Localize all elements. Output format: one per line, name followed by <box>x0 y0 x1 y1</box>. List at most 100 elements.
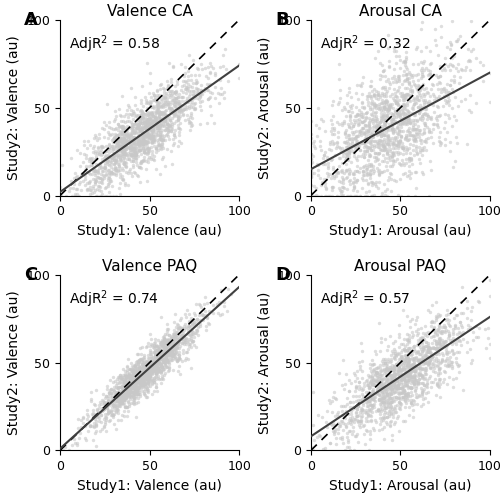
Point <box>161 338 169 346</box>
Point <box>406 140 414 148</box>
Point <box>409 356 417 364</box>
Point <box>380 406 388 414</box>
Point <box>373 92 381 99</box>
Point <box>174 116 182 124</box>
Point <box>138 374 146 382</box>
Point <box>162 348 170 356</box>
Point <box>155 354 163 362</box>
Point <box>124 181 132 189</box>
Point <box>158 131 166 139</box>
Point <box>437 34 445 42</box>
Point <box>340 146 348 153</box>
Point <box>199 316 207 324</box>
Point <box>406 362 414 370</box>
Point <box>391 349 399 357</box>
Point <box>152 369 160 377</box>
Point <box>438 22 446 30</box>
Point <box>188 95 196 102</box>
Point <box>130 137 138 145</box>
Point <box>153 87 161 95</box>
Point <box>372 101 380 109</box>
Point <box>173 357 181 365</box>
Point <box>427 352 435 360</box>
Point <box>158 136 166 144</box>
X-axis label: Study1: Valence (au): Study1: Valence (au) <box>77 224 222 238</box>
Point <box>407 398 415 406</box>
Point <box>144 117 152 125</box>
Point <box>153 122 161 130</box>
Point <box>96 174 104 182</box>
Point <box>169 353 177 361</box>
Point <box>163 330 171 338</box>
Point <box>157 109 165 117</box>
Point <box>157 95 165 103</box>
Point <box>368 408 376 416</box>
Point <box>370 144 378 151</box>
Point <box>404 383 412 391</box>
Point <box>138 131 146 139</box>
Point <box>102 403 110 411</box>
Point <box>454 362 462 370</box>
Point <box>366 378 374 386</box>
Point <box>335 162 343 170</box>
Point <box>190 309 198 317</box>
Point <box>380 126 388 134</box>
Point <box>150 357 158 365</box>
Point <box>114 397 122 405</box>
Point <box>344 439 351 446</box>
Point <box>343 137 351 145</box>
Point <box>404 136 412 144</box>
Point <box>170 331 178 339</box>
Point <box>358 139 366 147</box>
Point <box>323 153 331 161</box>
Point <box>112 157 120 165</box>
Point <box>405 80 413 88</box>
Point <box>132 399 140 407</box>
Point <box>316 431 324 439</box>
Point <box>346 418 354 426</box>
Point <box>100 164 108 172</box>
Point <box>158 362 166 370</box>
Point <box>127 132 135 140</box>
Point <box>90 400 98 408</box>
Point <box>132 140 140 148</box>
Point <box>359 118 367 126</box>
Point <box>177 314 185 322</box>
Point <box>102 156 110 164</box>
Point <box>394 72 402 80</box>
Point <box>402 110 409 118</box>
Point <box>191 105 199 113</box>
Point <box>197 303 205 311</box>
Point <box>364 396 372 404</box>
Point <box>392 351 400 359</box>
Point <box>156 114 164 122</box>
Point <box>384 166 392 174</box>
Point <box>454 101 462 109</box>
Point <box>397 116 405 124</box>
Point <box>91 186 99 194</box>
Point <box>406 345 414 352</box>
Point <box>368 110 376 118</box>
Point <box>307 155 315 163</box>
Point <box>186 95 194 102</box>
Point <box>374 122 382 130</box>
Point <box>136 366 143 374</box>
Point <box>126 135 134 143</box>
Point <box>128 123 136 131</box>
Point <box>388 124 396 132</box>
Point <box>394 105 402 113</box>
Point <box>165 363 173 371</box>
Point <box>190 333 198 341</box>
Point <box>142 157 150 165</box>
Point <box>187 314 195 322</box>
Point <box>356 111 364 119</box>
Point <box>384 133 392 141</box>
Point <box>418 82 426 90</box>
Point <box>408 377 416 385</box>
Point <box>358 140 366 148</box>
Point <box>344 433 351 441</box>
Point <box>371 393 379 400</box>
Point <box>170 82 178 90</box>
Point <box>120 153 128 161</box>
Point <box>310 437 318 445</box>
